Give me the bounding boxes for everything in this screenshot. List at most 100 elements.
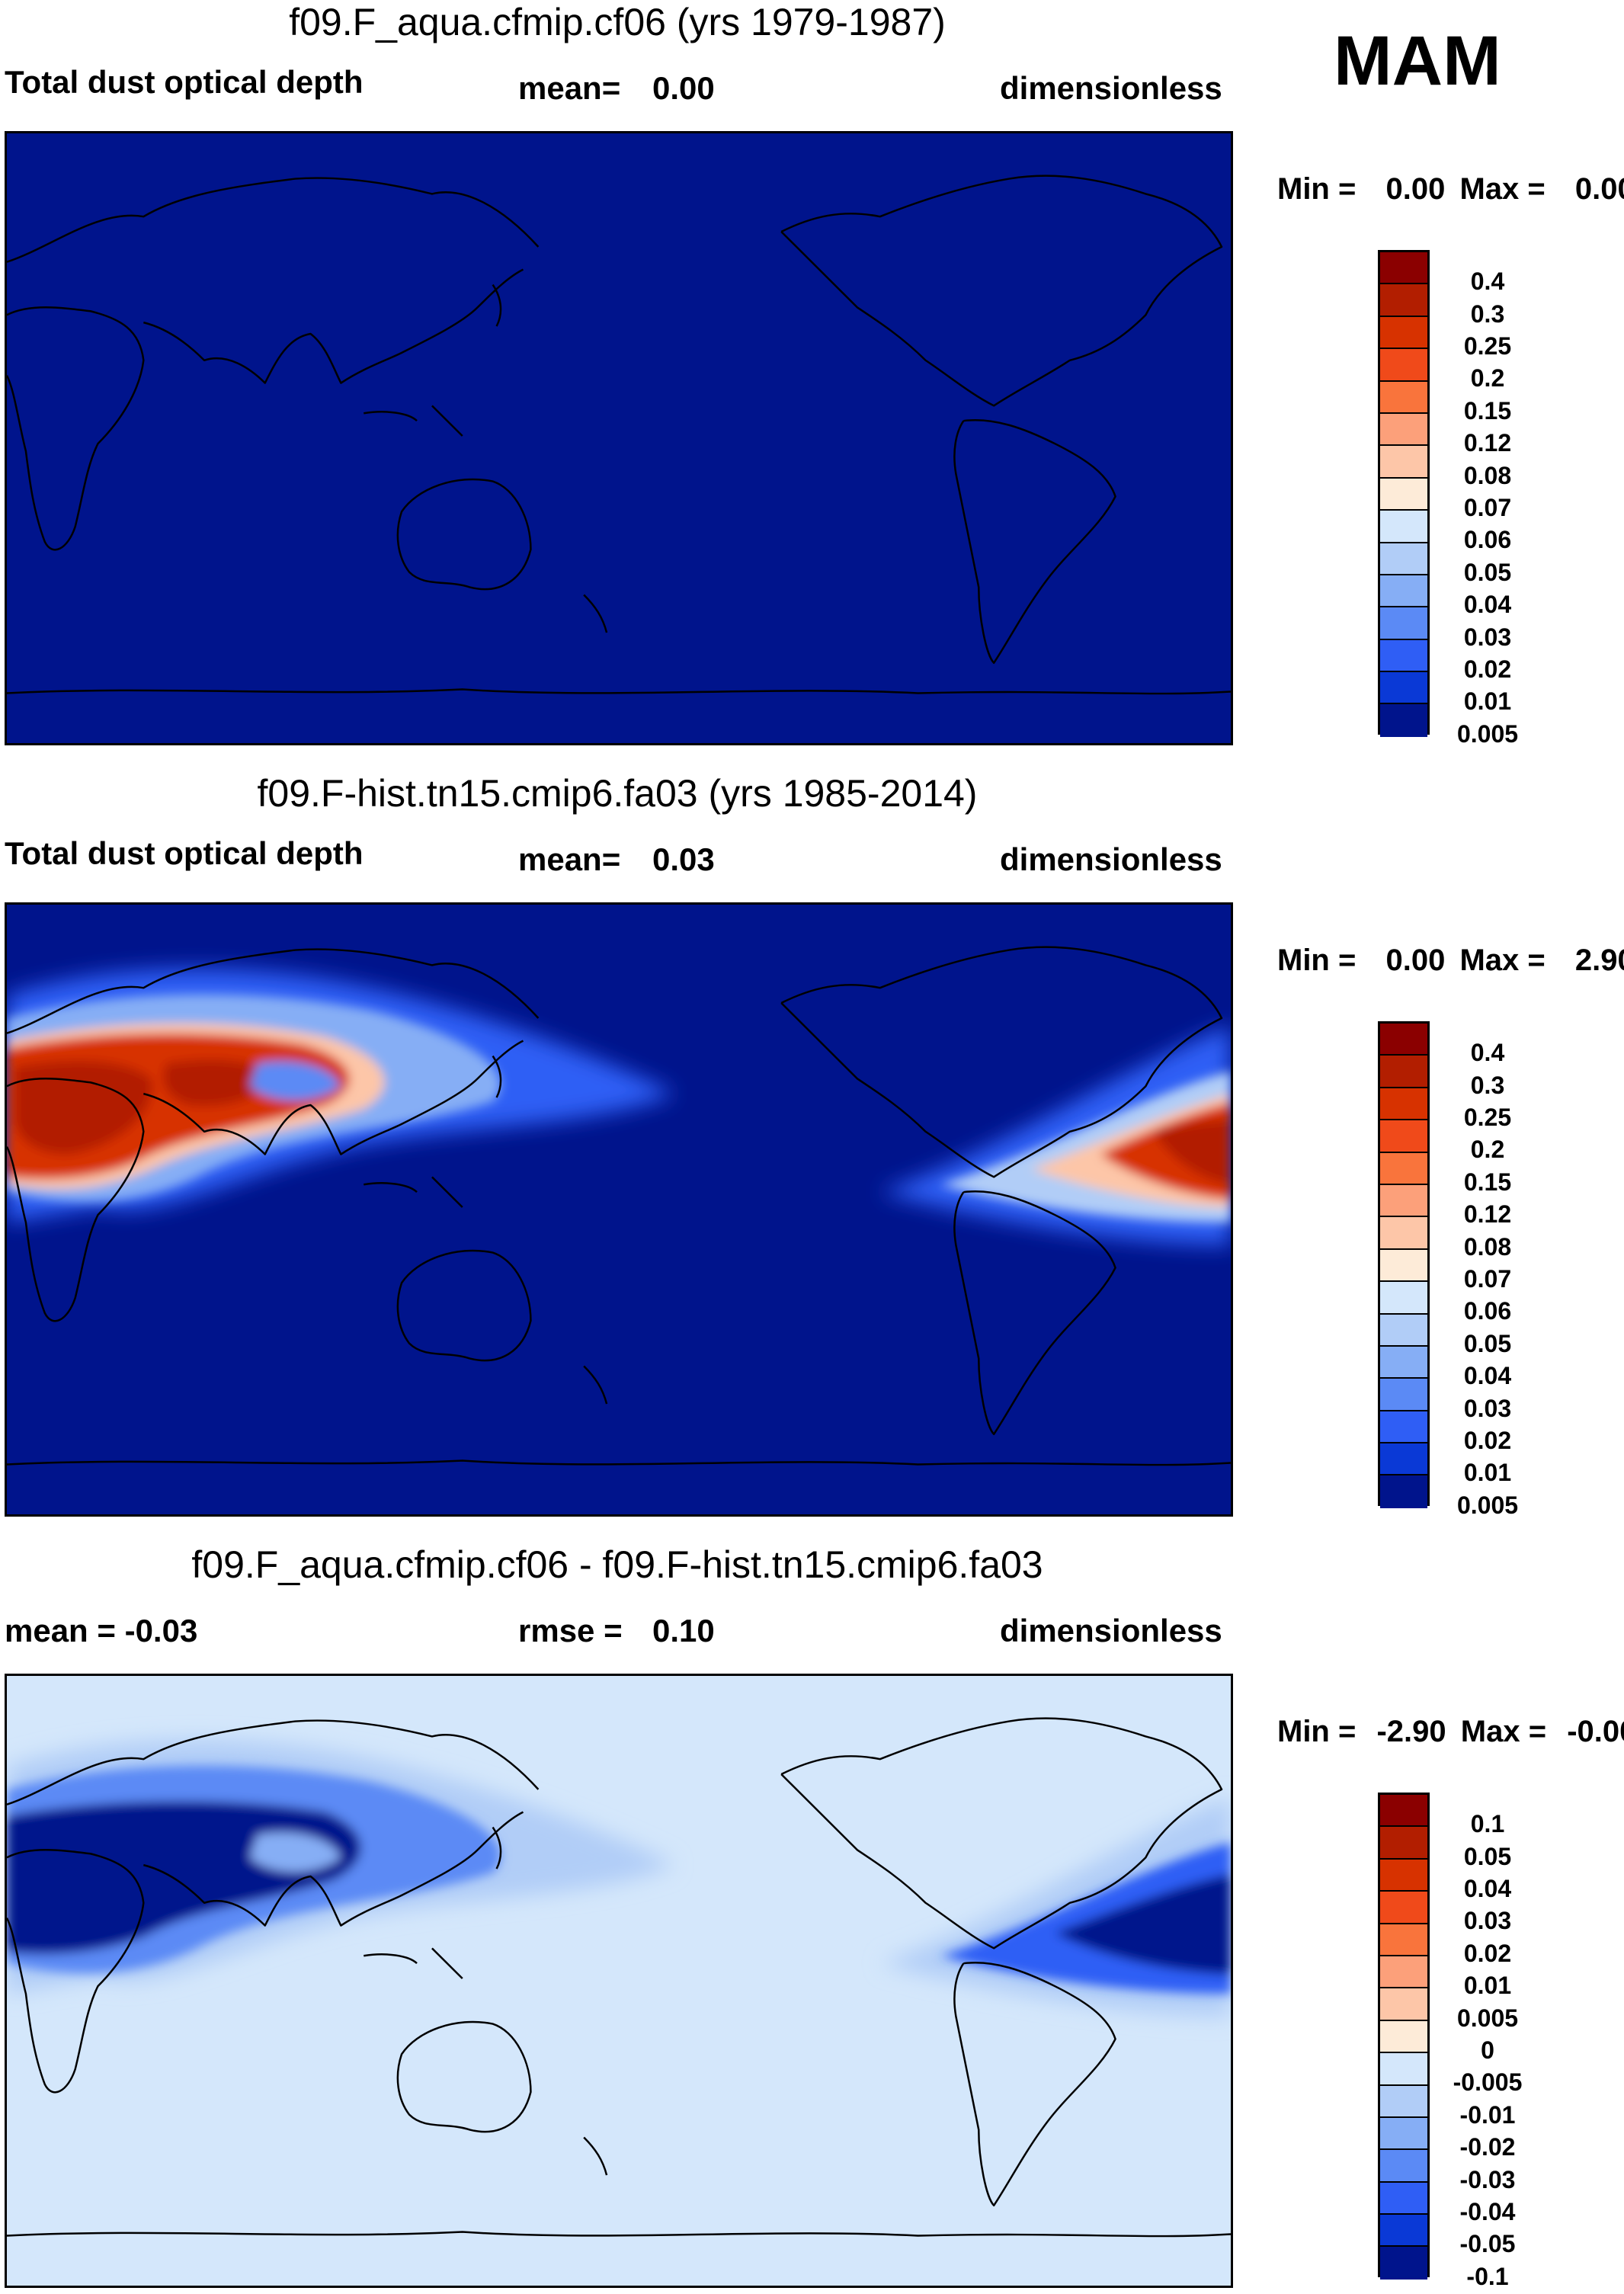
panel2-colorbar xyxy=(1378,1021,1430,1508)
panel2-minmax: Min = 0.00 Max = 2.90 xyxy=(1277,944,1624,978)
colorbar-label: 0.03 xyxy=(1463,1907,1512,1935)
colorbar-label: 0.07 xyxy=(1463,494,1512,521)
colorbar-swatch xyxy=(1380,284,1427,317)
panel2-dust-plume-mid xyxy=(7,994,1231,1222)
panel1-colorbar xyxy=(1378,250,1430,737)
colorbar-label: 0.08 xyxy=(1463,461,1512,489)
colorbar-swatch xyxy=(1380,2117,1427,2151)
colorbar-label: 0.08 xyxy=(1463,1232,1512,1261)
panel3-min-label: Min = xyxy=(1277,1715,1357,1748)
panel1-title: f09.F_aqua.cfmip.cf06 (yrs 1979-1987) xyxy=(289,1,946,43)
panel1-minmax: Min = 0.00 Max = 0.00 xyxy=(1277,172,1624,207)
panel1-max-label: Max = xyxy=(1459,172,1546,206)
season-label: MAM xyxy=(1334,22,1501,100)
colorbar-swatch xyxy=(1380,1475,1427,1508)
panel3-mean: mean = -0.03 xyxy=(5,1613,198,1648)
colorbar-swatch xyxy=(1380,1827,1427,1860)
colorbar-label: 0.3 xyxy=(1470,1071,1505,1099)
colorbar-label: 0.005 xyxy=(1456,719,1519,748)
colorbar-label: 0.01 xyxy=(1463,1972,1512,2000)
colorbar-swatch xyxy=(1380,1056,1427,1088)
panel2-min-value: 0.00 xyxy=(1385,944,1446,977)
panel2-title: f09.F-hist.tn15.cmip6.fa03 (yrs 1985-201… xyxy=(257,772,978,815)
colorbar-label: -0.05 xyxy=(1459,2230,1516,2258)
colorbar-label: -0.04 xyxy=(1459,2198,1516,2225)
colorbar-label: 0.4 xyxy=(1470,1039,1505,1067)
colorbar-swatch xyxy=(1380,1443,1427,1476)
colorbar-swatch xyxy=(1380,1120,1427,1153)
colorbar-label: -0.005 xyxy=(1453,2068,1523,2097)
panel3-max-label: Max = xyxy=(1460,1715,1547,1748)
colorbar-label: 0.2 xyxy=(1470,364,1505,392)
colorbar-swatch xyxy=(1380,511,1427,543)
colorbar-label: 0.25 xyxy=(1463,1104,1512,1131)
colorbar-swatch xyxy=(1380,2215,1427,2248)
panel3-rmse-value: 0.10 xyxy=(652,1613,715,1648)
panel3-min-value: -2.90 xyxy=(1376,1715,1446,1748)
colorbar-label: 0.07 xyxy=(1463,1265,1512,1293)
colorbar-swatch xyxy=(1380,1379,1427,1411)
colorbar-label: 0.04 xyxy=(1463,1362,1512,1390)
colorbar-swatch xyxy=(1380,1249,1427,1283)
colorbar-swatch xyxy=(1380,446,1427,479)
colorbar-swatch xyxy=(1380,575,1427,608)
colorbar-swatch xyxy=(1380,1184,1427,1218)
panel2-mean-value: 0.03 xyxy=(652,841,715,877)
colorbar-label: 0.02 xyxy=(1463,655,1512,683)
colorbar-label: 0.005 xyxy=(1456,1491,1519,1519)
colorbar-swatch xyxy=(1380,672,1427,705)
panel2-variable-label: Total dust optical depth xyxy=(5,835,364,871)
colorbar-swatch xyxy=(1380,1924,1427,1956)
colorbar-label: 0.02 xyxy=(1463,1427,1512,1454)
colorbar-swatch xyxy=(1380,1314,1427,1347)
colorbar-swatch xyxy=(1380,1088,1427,1121)
colorbar-label: 0.2 xyxy=(1470,1136,1505,1164)
panel2-map xyxy=(5,902,1233,1517)
colorbar-label: 0.03 xyxy=(1463,1394,1512,1422)
panel1-map xyxy=(5,131,1233,745)
panel1-mean-label: mean= xyxy=(518,70,621,106)
colorbar-swatch xyxy=(1380,543,1427,575)
colorbar-label: 0.06 xyxy=(1463,1297,1512,1325)
colorbar-swatch xyxy=(1380,252,1427,285)
colorbar-swatch xyxy=(1380,1956,1427,1989)
panel1-max-value: 0.00 xyxy=(1574,172,1624,206)
panel3-diff-plume-inner xyxy=(7,1765,1231,1994)
colorbar-swatch xyxy=(1380,1217,1427,1250)
colorbar-swatch xyxy=(1380,1152,1427,1185)
panel1-mean-value: 0.00 xyxy=(652,70,715,106)
colorbar-swatch xyxy=(1380,1282,1427,1315)
panel3-colorbar xyxy=(1378,1793,1430,2280)
colorbar-label: 0.15 xyxy=(1463,396,1512,425)
panel3-title: f09.F_aqua.cfmip.cf06 - f09.F-hist.tn15.… xyxy=(191,1543,1043,1586)
panel1-units: dimensionless xyxy=(1000,70,1222,106)
colorbar-swatch xyxy=(1380,1795,1427,1828)
panel2-max-value: 2.90 xyxy=(1574,944,1624,977)
colorbar-swatch xyxy=(1380,2182,1427,2216)
colorbar-label: 0.05 xyxy=(1463,1842,1512,1870)
colorbar-swatch xyxy=(1380,316,1427,350)
colorbar-label: 0.12 xyxy=(1463,1200,1512,1229)
panel2-mean-label: mean= xyxy=(518,841,621,877)
panel2-map-svg xyxy=(7,905,1231,1514)
colorbar-label: 0.1 xyxy=(1470,1810,1505,1838)
colorbar-swatch xyxy=(1380,1892,1427,1924)
panel1-field xyxy=(7,133,1231,743)
panel3-units: dimensionless xyxy=(1000,1613,1222,1648)
colorbar-label: 0.01 xyxy=(1463,1459,1512,1487)
panel3-rmse-label: rmse = xyxy=(518,1613,623,1648)
colorbar-label: 0.04 xyxy=(1463,1875,1512,1902)
colorbar-label: 0.4 xyxy=(1470,268,1505,296)
colorbar-swatch xyxy=(1380,1346,1427,1379)
colorbar-label: 0.05 xyxy=(1463,558,1512,586)
panel3-map xyxy=(5,1674,1233,2288)
colorbar-label: 0 xyxy=(1481,2036,1494,2064)
colorbar-swatch xyxy=(1380,1411,1427,1444)
colorbar-label: 0.06 xyxy=(1463,526,1512,554)
panel2-units: dimensionless xyxy=(1000,841,1222,877)
colorbar-label: 0.25 xyxy=(1463,332,1512,360)
colorbar-swatch xyxy=(1380,478,1427,511)
panel2-min-label: Min = xyxy=(1277,944,1357,977)
colorbar-swatch xyxy=(1380,381,1427,414)
colorbar-swatch xyxy=(1380,2020,1427,2054)
